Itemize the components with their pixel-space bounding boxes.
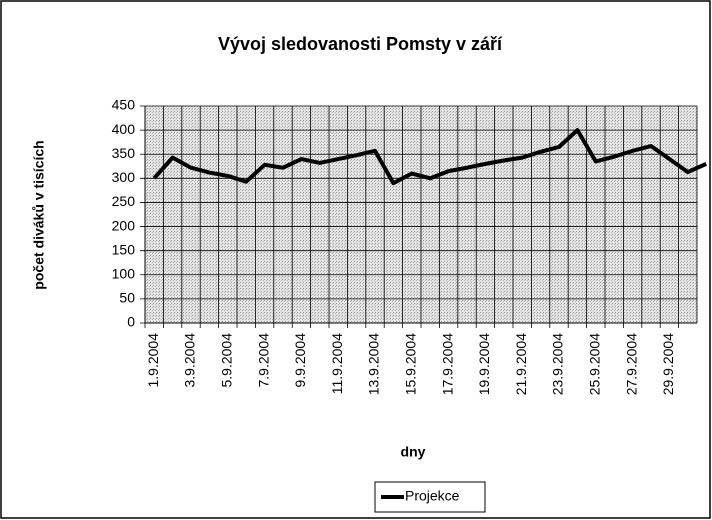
x-tick-label: 17.9.2004 (439, 333, 455, 395)
chart-title: Vývoj sledovanosti Pomsty v září (218, 34, 503, 54)
x-tick-label: 5.9.2004 (219, 333, 235, 388)
x-tick-label: 7.9.2004 (255, 333, 271, 388)
y-tick-label: 400 (112, 121, 136, 137)
y-tick-label: 300 (112, 169, 136, 185)
x-tick-label: 25.9.2004 (587, 333, 603, 395)
x-tick-label: 13.9.2004 (366, 333, 382, 395)
y-tick-label: 50 (119, 290, 135, 306)
y-tick-label: 0 (127, 314, 135, 330)
series-line (152, 128, 708, 186)
x-tick-label: 3.9.2004 (182, 333, 198, 388)
x-tick-label: 1.9.2004 (145, 333, 161, 388)
x-tick-label: 19.9.2004 (476, 333, 492, 395)
x-tick-label: 21.9.2004 (513, 333, 529, 395)
y-axis-title: počet diváků v tisících (31, 140, 47, 289)
x-axis-title: dny (401, 444, 426, 460)
x-tick-label: 27.9.2004 (623, 333, 639, 395)
y-tick-label: 150 (112, 241, 136, 257)
legend-label: Projekce (405, 488, 460, 504)
y-tick-label: 450 (112, 97, 136, 113)
x-tick-label: 9.9.2004 (292, 333, 308, 388)
x-tick-label: 23.9.2004 (550, 333, 566, 395)
x-tick-label: 15.9.2004 (403, 333, 419, 395)
y-tick-label: 350 (112, 145, 136, 161)
y-tick-label: 100 (112, 265, 136, 281)
y-tick-label: 250 (112, 193, 136, 209)
x-tick-label: 11.9.2004 (329, 333, 345, 394)
x-tick-label: 29.9.2004 (660, 333, 676, 395)
y-tick-label: 200 (112, 217, 136, 233)
